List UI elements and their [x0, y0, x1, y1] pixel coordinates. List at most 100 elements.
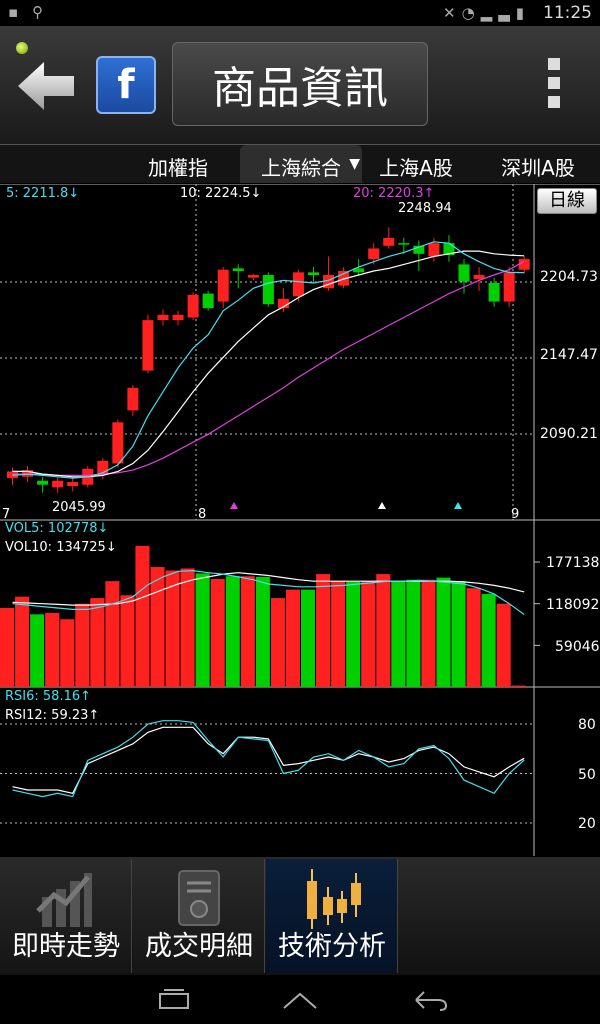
- ma20-label: 20: 2220.3↑: [353, 186, 434, 201]
- candle-body: [202, 293, 214, 309]
- rsi-tick: 80: [578, 717, 596, 733]
- volume-bar: [255, 576, 270, 687]
- vol10-label: VOL10: 134725↓: [5, 540, 117, 555]
- volume-bar: [45, 612, 60, 687]
- tab-shenzhen-a[interactable]: 深圳A股: [488, 145, 588, 183]
- connection-indicator-icon: [16, 42, 28, 54]
- app-header: f 商品資訊: [0, 26, 600, 145]
- volume-bar: [150, 567, 165, 687]
- volume-bar: [391, 581, 406, 687]
- volume-bar: [376, 574, 391, 687]
- ma10-label: 10: 2224.5↓: [180, 186, 261, 201]
- ma10-line: [12, 250, 525, 478]
- nav-label: 成交明細: [145, 931, 253, 962]
- tab-shanghai-a[interactable]: 上海A股: [364, 145, 468, 183]
- candle-body: [7, 471, 18, 479]
- candle-body: [277, 298, 289, 309]
- trend-chart-icon: [36, 873, 92, 927]
- period-daily-button[interactable]: 日線: [537, 188, 597, 214]
- volume-bar: [105, 581, 120, 687]
- candle-body: [187, 294, 199, 318]
- candle-body: [37, 480, 49, 485]
- candle-body: [67, 482, 79, 487]
- date-tick: 7: [2, 507, 10, 522]
- dropdown-arrow-icon: ▼: [349, 156, 360, 172]
- rsi6-label: RSI6: 58.16↑: [5, 689, 91, 704]
- volume-bar: [406, 579, 421, 687]
- bottom-navigation: 即時走勢 成交明細 技術分析: [0, 857, 600, 975]
- home-icon[interactable]: [280, 986, 320, 1014]
- candlestick-icon: [307, 869, 361, 929]
- nav-trade-details[interactable]: 成交明細: [133, 859, 265, 973]
- candle-body: [247, 275, 259, 278]
- nav-label: 技術分析: [278, 931, 386, 962]
- system-nav-bar: [0, 976, 600, 1024]
- nav-technical-analysis[interactable]: 技術分析: [266, 859, 398, 973]
- candle-body: [52, 480, 64, 488]
- technical-chart[interactable]: 5: 2211.8↓ 10: 2224.5↓ 20: 2220.3↑ 2248.…: [0, 183, 600, 856]
- vol5-label: VOL5: 102778↓: [5, 521, 108, 536]
- back-arrow-icon[interactable]: [14, 54, 78, 118]
- volume-bar: [15, 596, 30, 687]
- signal-marker: [454, 502, 462, 509]
- volume-bar: [481, 593, 496, 687]
- candle-body: [383, 237, 395, 246]
- overflow-menu-icon[interactable]: [548, 58, 562, 108]
- tab-label: 上海A股: [379, 156, 453, 180]
- candle-body: [368, 248, 380, 260]
- candle-body: [338, 271, 350, 286]
- index-tabs: 加權指 上海綜合 ▼ 上海A股 深圳A股: [0, 145, 600, 183]
- rsi12-label: RSI12: 59.23↑: [5, 708, 99, 723]
- ma5-label: 5: 2211.8↓: [6, 186, 79, 201]
- volume-bar: [466, 588, 481, 687]
- tab-label: 上海綜合: [261, 156, 341, 180]
- candle-body: [488, 282, 500, 302]
- date-tick: 8: [198, 507, 206, 522]
- nav-realtime-trend[interactable]: 即時走勢: [0, 859, 132, 973]
- rsi-tick: 20: [578, 816, 596, 832]
- candle-body: [443, 243, 455, 256]
- candle-body: [172, 314, 184, 321]
- volume-bar: [301, 589, 316, 687]
- volume-bar: [331, 581, 346, 687]
- status-time: 11:25: [543, 3, 592, 23]
- volume-bar: [451, 581, 466, 687]
- volume-tick: 177138: [546, 555, 599, 571]
- nav-label: 即時走勢: [12, 931, 120, 962]
- facebook-share-button[interactable]: f: [96, 56, 156, 114]
- chart-svg: 5: 2211.8↓ 10: 2224.5↓ 20: 2220.3↑ 2248.…: [0, 183, 600, 856]
- volume-bar: [210, 579, 225, 687]
- high-price-label: 2248.94: [398, 201, 452, 216]
- candle-body: [473, 275, 485, 279]
- candle-body: [112, 422, 124, 464]
- system-status-icons: ✕◔▂▃▮: [443, 4, 530, 22]
- candle-body: [22, 470, 34, 477]
- candle-body: [503, 272, 515, 302]
- volume-bar: [60, 619, 75, 687]
- candle-body: [232, 268, 244, 272]
- tab-shanghai-composite[interactable]: 上海綜合 ▼: [240, 145, 362, 183]
- candle-body: [353, 268, 365, 273]
- candle-body: [97, 460, 109, 475]
- signal-marker: [230, 502, 238, 509]
- price-tick: 2090.21: [540, 426, 598, 442]
- volume-bar: [316, 574, 331, 687]
- volume-bar: [361, 581, 376, 687]
- tab-taiex[interactable]: 加權指: [130, 145, 226, 183]
- ma5-line: [12, 241, 525, 479]
- date-tick: 9: [511, 507, 519, 522]
- back-icon[interactable]: [410, 986, 450, 1014]
- page-title: 商品資訊: [172, 42, 428, 126]
- recent-apps-icon[interactable]: [154, 986, 194, 1014]
- receipt-icon: [178, 870, 220, 926]
- volume-bar: [0, 607, 15, 687]
- volume-bar: [75, 603, 90, 687]
- volume-bar: [195, 573, 210, 687]
- volume-bar: [436, 577, 451, 687]
- candle-body: [518, 259, 530, 270]
- volume-tick: 59046: [555, 639, 600, 655]
- candle-body: [413, 245, 425, 254]
- volume-bar: [511, 685, 526, 687]
- candle-body: [217, 269, 229, 302]
- volume-bar: [421, 579, 436, 687]
